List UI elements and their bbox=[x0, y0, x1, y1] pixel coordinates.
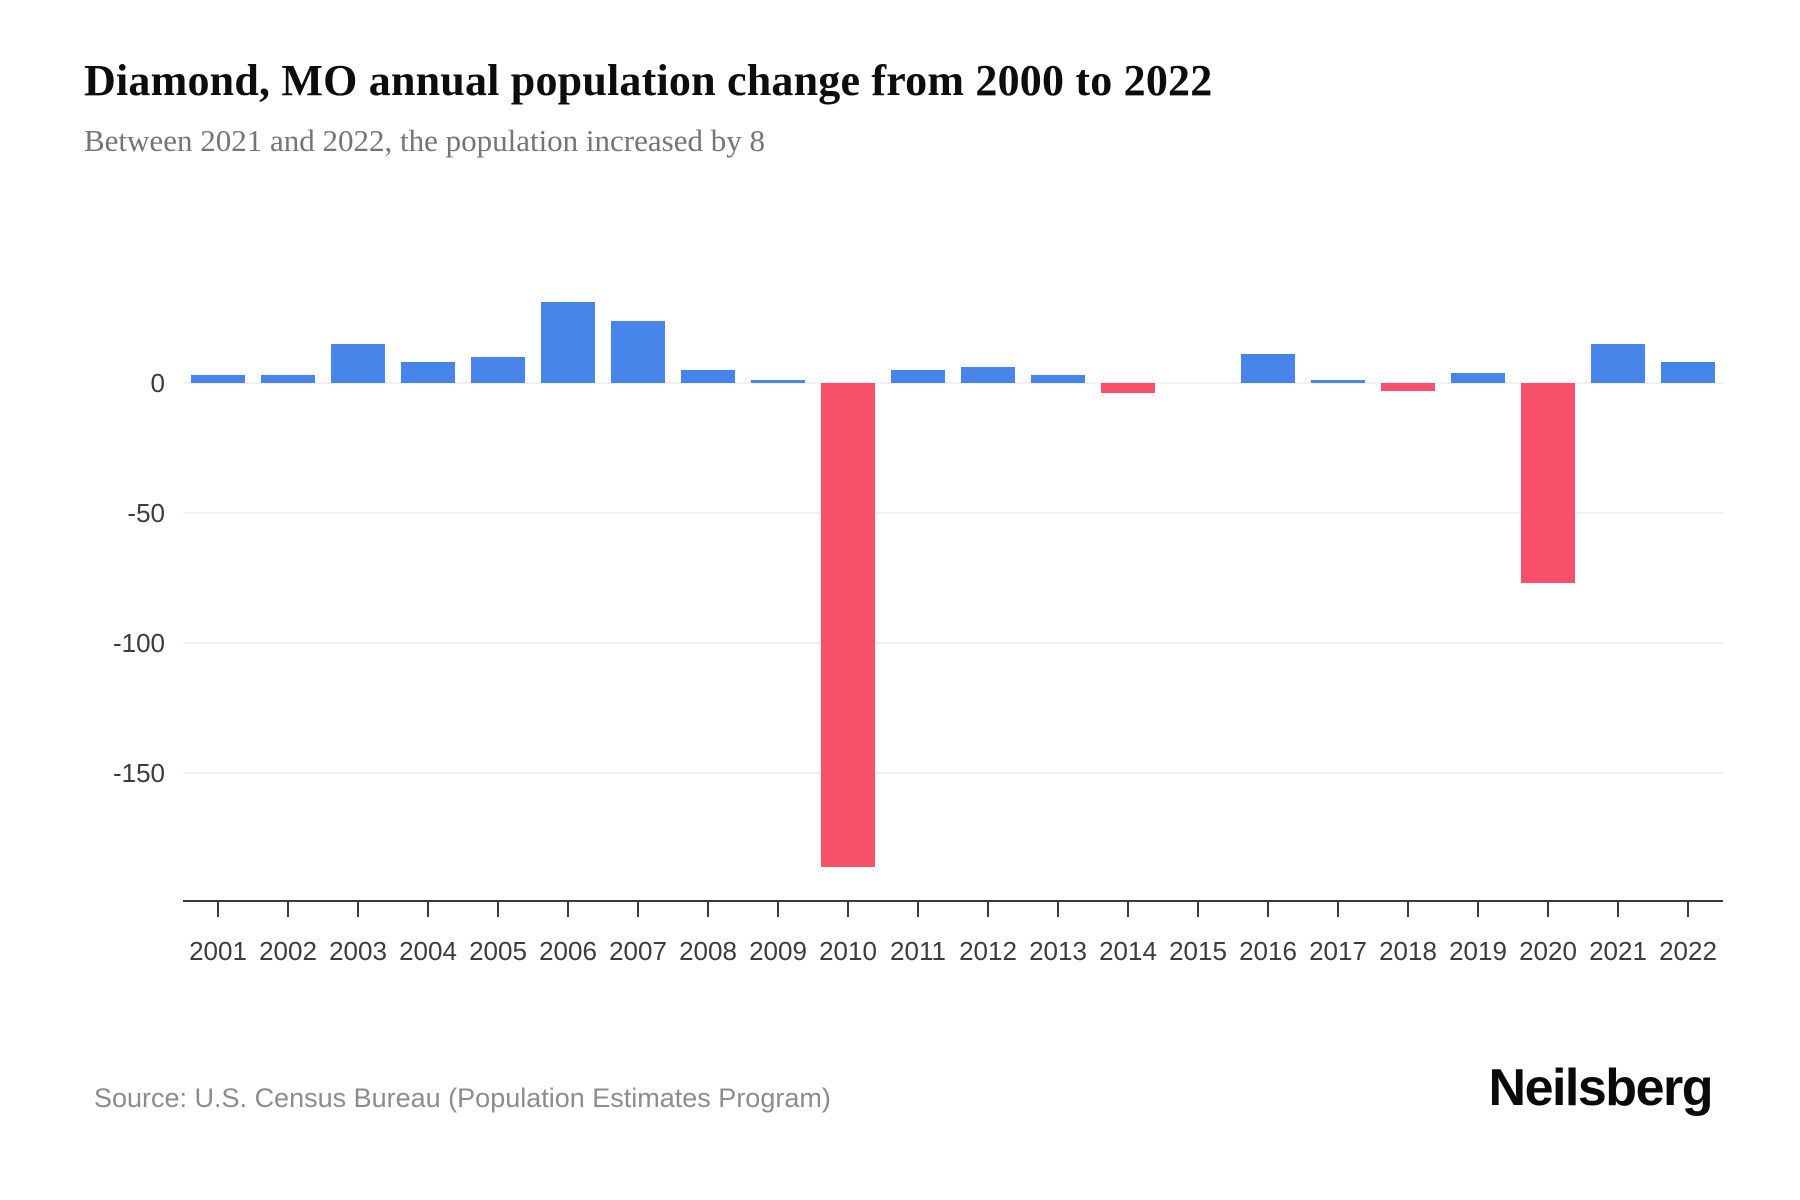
bar-2007[interactable] bbox=[611, 320, 665, 383]
x-axis-tick-2016 bbox=[1267, 900, 1269, 917]
x-axis-tick-2006 bbox=[567, 900, 569, 917]
x-axis-tick-2012 bbox=[987, 900, 989, 917]
bar-2021[interactable] bbox=[1591, 344, 1645, 383]
x-axis-label-2001: 2001 bbox=[189, 936, 247, 966]
x-axis-label-2019: 2019 bbox=[1449, 936, 1507, 966]
bar-2014[interactable] bbox=[1101, 383, 1155, 394]
chart-subtitle: Between 2021 and 2022, the population in… bbox=[84, 123, 765, 158]
x-axis-tick-2007 bbox=[637, 900, 639, 917]
bar-2001[interactable] bbox=[191, 375, 245, 383]
x-axis-tick-2015 bbox=[1197, 900, 1199, 917]
x-axis-label-2005: 2005 bbox=[469, 936, 527, 966]
chart-title: Diamond, MO annual population change fro… bbox=[84, 56, 1213, 105]
x-axis-label-2014: 2014 bbox=[1099, 936, 1157, 966]
x-axis-label-2021: 2021 bbox=[1589, 936, 1647, 966]
bar-2012[interactable] bbox=[961, 367, 1015, 383]
x-axis-tick-2004 bbox=[427, 900, 429, 917]
x-axis-label-2013: 2013 bbox=[1029, 936, 1087, 966]
bar-2011[interactable] bbox=[891, 370, 945, 383]
x-axis-tick-2011 bbox=[917, 900, 919, 917]
bar-2010[interactable] bbox=[821, 383, 875, 867]
x-axis-label-2017: 2017 bbox=[1309, 936, 1367, 966]
x-axis-label-2015: 2015 bbox=[1169, 936, 1227, 966]
bar-2004[interactable] bbox=[401, 362, 455, 383]
x-axis-label-2002: 2002 bbox=[259, 936, 317, 966]
x-axis-label-2022: 2022 bbox=[1659, 936, 1717, 966]
y-axis-label--100: -100 bbox=[112, 628, 165, 658]
x-axis-label-2012: 2012 bbox=[959, 936, 1017, 966]
x-axis-tick-2008 bbox=[707, 900, 709, 917]
x-axis-tick-2010 bbox=[847, 900, 849, 917]
bar-2013[interactable] bbox=[1031, 375, 1085, 383]
x-axis-label-2016: 2016 bbox=[1239, 936, 1297, 966]
bar-2018[interactable] bbox=[1381, 383, 1435, 391]
bar-2017[interactable] bbox=[1311, 380, 1365, 383]
bar-chart-plot-area: 0 -50 -100 -150 2001 2002 2003 2004 2005 2006 2007… bbox=[113, 200, 1723, 980]
x-axis-line bbox=[183, 900, 1723, 902]
x-axis-label-2003: 2003 bbox=[329, 936, 387, 966]
x-axis-label-2004: 2004 bbox=[399, 936, 457, 966]
gridline--100 bbox=[183, 642, 1723, 644]
x-axis-tick-2005 bbox=[497, 900, 499, 917]
bar-2002[interactable] bbox=[261, 375, 315, 383]
x-axis-tick-2018 bbox=[1407, 900, 1409, 917]
y-axis-label--50: -50 bbox=[127, 498, 165, 528]
brand-logo: Neilsberg bbox=[1488, 1059, 1714, 1117]
bar-2022[interactable] bbox=[1661, 362, 1715, 383]
y-axis-label-0: 0 bbox=[150, 368, 165, 398]
bar-2016[interactable] bbox=[1241, 354, 1295, 383]
x-axis-tick-2021 bbox=[1617, 900, 1619, 917]
x-axis-tick-2013 bbox=[1057, 900, 1059, 917]
bar-2009[interactable] bbox=[751, 380, 805, 383]
x-axis-label-2011: 2011 bbox=[890, 936, 946, 966]
x-axis-tick-2002 bbox=[287, 900, 289, 917]
x-axis-label-2006: 2006 bbox=[539, 936, 597, 966]
bar-2006[interactable] bbox=[541, 302, 595, 383]
gridline--150 bbox=[183, 772, 1723, 774]
x-axis-label-2018: 2018 bbox=[1379, 936, 1437, 966]
x-axis-label-2020: 2020 bbox=[1519, 936, 1577, 966]
bar-2020[interactable] bbox=[1521, 383, 1575, 584]
bar-2003[interactable] bbox=[331, 344, 385, 383]
x-axis-tick-2020 bbox=[1547, 900, 1549, 917]
x-axis-tick-2009 bbox=[777, 900, 779, 917]
gridline-0 bbox=[183, 382, 1723, 384]
x-axis-label-2009: 2009 bbox=[749, 936, 807, 966]
source-note: Source: U.S. Census Bureau (Population E… bbox=[94, 1083, 831, 1113]
x-axis-tick-2019 bbox=[1477, 900, 1479, 917]
bar-2008[interactable] bbox=[681, 370, 735, 383]
x-axis-tick-2003 bbox=[357, 900, 359, 917]
x-axis-tick-2001 bbox=[217, 900, 219, 917]
x-axis-label-2007: 2007 bbox=[609, 936, 667, 966]
y-axis-label--150: -150 bbox=[112, 758, 165, 788]
gridline--50 bbox=[183, 512, 1723, 514]
x-axis-label-2010: 2010 bbox=[819, 936, 877, 966]
x-axis-label-2008: 2008 bbox=[679, 936, 737, 966]
x-axis-tick-2017 bbox=[1337, 900, 1339, 917]
bar-2019[interactable] bbox=[1451, 372, 1505, 383]
bar-2005[interactable] bbox=[471, 357, 525, 383]
x-axis-tick-2014 bbox=[1127, 900, 1129, 917]
x-axis-tick-2022 bbox=[1687, 900, 1689, 917]
